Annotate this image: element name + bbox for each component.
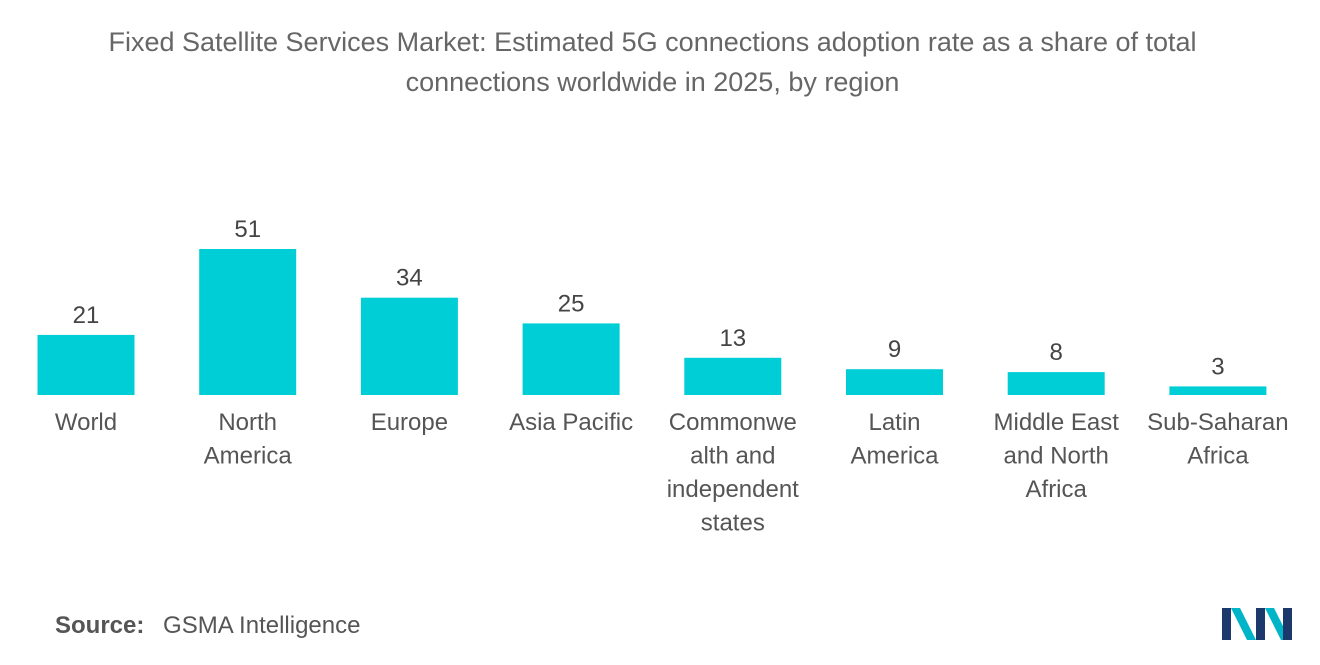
bar-4 <box>684 357 782 395</box>
category-label-4-line-1: alth and <box>690 443 775 470</box>
category-label-4-line-0: Commonwe <box>669 409 797 436</box>
category-label-0: World <box>55 409 117 436</box>
chart-title: Fixed Satellite Services Market: Estimat… <box>0 22 1305 102</box>
mordor-intelligence-logo <box>1222 608 1292 640</box>
bar-7 <box>1169 386 1267 395</box>
bar-6 <box>1007 372 1105 395</box>
category-label-7: Sub-Saharan Africa <box>1147 409 1288 470</box>
bar-3 <box>522 323 620 395</box>
category-label-4-line-3: states <box>701 510 765 537</box>
logo-middle-bar <box>1256 608 1265 640</box>
category-label-6-line-0: Middle East <box>994 409 1120 436</box>
bar-5 <box>846 369 943 395</box>
category-label-5: Latin America <box>850 409 939 470</box>
category-label-7-line-0: Sub-Saharan <box>1147 409 1288 436</box>
category-label-3: Asia Pacific <box>509 409 633 436</box>
category-label-6-line-2: Africa <box>1026 476 1088 503</box>
bar-1 <box>199 249 297 395</box>
category-label-4: Commonwe alth and independent states <box>667 409 799 537</box>
category-label-2: Europe <box>371 409 448 436</box>
source-note: Source: GSMA Intelligence <box>55 612 360 640</box>
category-label-0-line-0: World <box>55 409 117 436</box>
value-label-5: 9 <box>888 336 901 363</box>
category-label-1-line-0: North <box>218 409 277 436</box>
value-label-0: 21 <box>73 302 100 329</box>
logo-left-bar <box>1222 608 1231 640</box>
category-label-6-line-1: and North <box>1003 443 1108 470</box>
category-label-3-line-0: Asia Pacific <box>509 409 633 436</box>
value-label-3: 25 <box>558 290 585 317</box>
logo-diagonal-1 <box>1231 608 1256 640</box>
category-label-5-line-1: America <box>850 443 939 470</box>
value-label-2: 34 <box>396 265 423 292</box>
category-label-2-line-0: Europe <box>371 409 448 436</box>
value-labels-group: 21 51 34 25 13 9 8 3 <box>73 216 1225 380</box>
category-label-4-line-2: independent <box>667 476 799 503</box>
category-label-6: Middle East and North Africa <box>994 409 1120 503</box>
bar-2 <box>360 297 458 395</box>
source-text: GSMA Intelligence <box>163 612 361 639</box>
category-label-5-line-0: Latin <box>868 409 920 436</box>
category-label-7-line-1: Africa <box>1187 443 1249 470</box>
chart-title-line-2: connections worldwide in 2025, by region <box>405 67 900 97</box>
bar-0 <box>37 334 135 395</box>
value-label-7: 3 <box>1211 353 1224 380</box>
logo-right-bar <box>1283 608 1292 640</box>
value-label-6: 8 <box>1050 339 1063 366</box>
category-label-1-line-1: America <box>204 443 293 470</box>
bars-group <box>37 249 1267 395</box>
category-label-1: North America <box>204 409 293 470</box>
source-label: Source: <box>55 612 145 639</box>
category-labels-group: World North America Europe Asia Pacific Commo… <box>55 409 1289 537</box>
value-label-1: 51 <box>234 216 261 243</box>
value-label-4: 13 <box>719 325 746 352</box>
chart-title-line-1: Fixed Satellite Services Market: Estimat… <box>108 27 1197 57</box>
